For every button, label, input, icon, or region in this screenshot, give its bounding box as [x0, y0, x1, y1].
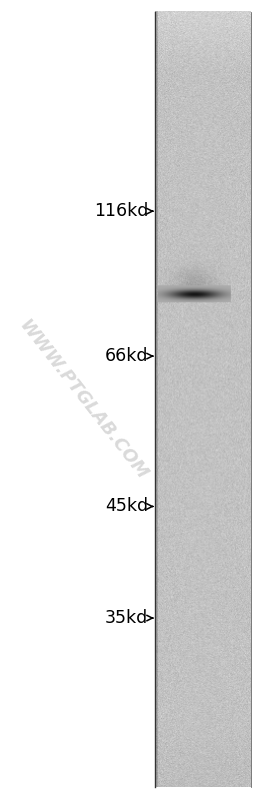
- Text: 35kd: 35kd: [105, 609, 148, 627]
- Text: 116kd: 116kd: [94, 202, 148, 221]
- Text: WWW.PTGLAB.COM: WWW.PTGLAB.COM: [15, 316, 150, 483]
- Text: 45kd: 45kd: [105, 498, 148, 515]
- Text: 66kd: 66kd: [105, 347, 148, 365]
